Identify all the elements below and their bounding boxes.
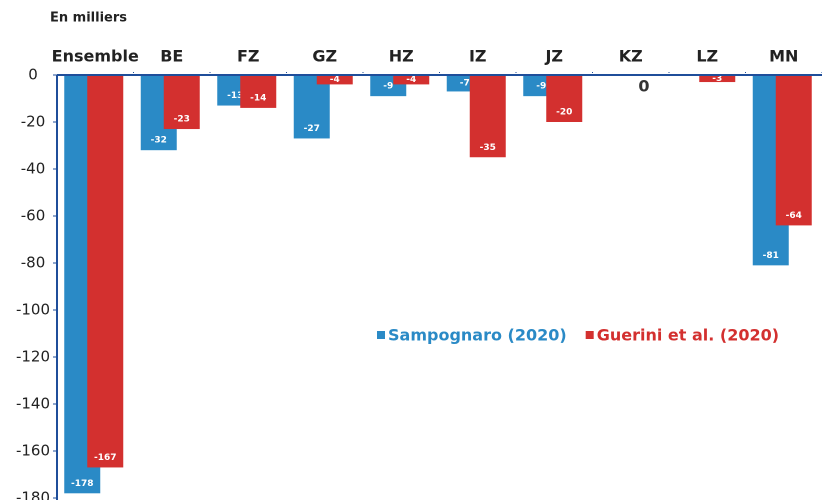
bar bbox=[546, 75, 583, 122]
data-label: -13 bbox=[227, 91, 243, 101]
y-tick-label: -120 bbox=[16, 348, 50, 366]
bar bbox=[293, 75, 330, 139]
annotation: 0 bbox=[638, 77, 649, 96]
data-label: -4 bbox=[406, 75, 416, 85]
data-label: -32 bbox=[151, 136, 167, 146]
y-tick-label: -20 bbox=[21, 113, 46, 131]
data-label: -9 bbox=[383, 82, 393, 92]
legend-label: Sampognaro (2020) bbox=[388, 326, 567, 345]
chart-subtitle: En milliers bbox=[50, 11, 127, 26]
x-tick-label: IZ bbox=[469, 47, 487, 66]
x-tick-label: LZ bbox=[696, 47, 718, 66]
y-tick-label: -100 bbox=[16, 301, 50, 319]
x-tick-label: HZ bbox=[389, 47, 414, 66]
x-tick-label: BE bbox=[160, 47, 183, 66]
data-label: -14 bbox=[250, 93, 266, 103]
data-label: -23 bbox=[174, 115, 190, 125]
y-tick-label: -60 bbox=[21, 207, 46, 225]
data-label: -7 bbox=[460, 79, 470, 89]
bar bbox=[240, 75, 277, 108]
x-tick-label: MN bbox=[769, 47, 798, 66]
y-tick-label: -80 bbox=[21, 254, 46, 272]
bar bbox=[163, 75, 200, 130]
y-tick-label: -140 bbox=[16, 395, 50, 413]
bar bbox=[775, 75, 812, 226]
x-tick-label: Ensemble bbox=[52, 47, 139, 66]
data-label: -81 bbox=[763, 251, 779, 261]
data-label: -4 bbox=[330, 75, 340, 85]
y-tick-label: -40 bbox=[21, 160, 46, 178]
y-tick-label: 0 bbox=[28, 66, 38, 84]
x-tick-label: FZ bbox=[237, 47, 260, 66]
legend-swatch bbox=[377, 331, 385, 339]
x-tick-label: GZ bbox=[312, 47, 337, 66]
data-label: -178 bbox=[71, 479, 94, 489]
data-label: -35 bbox=[480, 143, 496, 153]
x-tick-label: KZ bbox=[619, 47, 643, 66]
bar bbox=[393, 75, 430, 85]
bar bbox=[87, 75, 124, 468]
data-label: -9 bbox=[536, 82, 546, 92]
data-label: -27 bbox=[304, 124, 320, 134]
bar bbox=[316, 75, 353, 85]
data-label: -64 bbox=[786, 211, 802, 221]
bar bbox=[469, 75, 506, 158]
data-label: -167 bbox=[94, 453, 117, 463]
x-tick-label: JZ bbox=[544, 47, 563, 66]
legend-label: Guerini et al. (2020) bbox=[597, 326, 779, 345]
data-label: -20 bbox=[556, 108, 572, 118]
y-tick-label: -180 bbox=[16, 489, 50, 500]
bar bbox=[699, 75, 736, 83]
data-label: -3 bbox=[712, 74, 722, 84]
y-tick-label: -160 bbox=[16, 442, 50, 460]
legend-swatch bbox=[585, 331, 594, 339]
